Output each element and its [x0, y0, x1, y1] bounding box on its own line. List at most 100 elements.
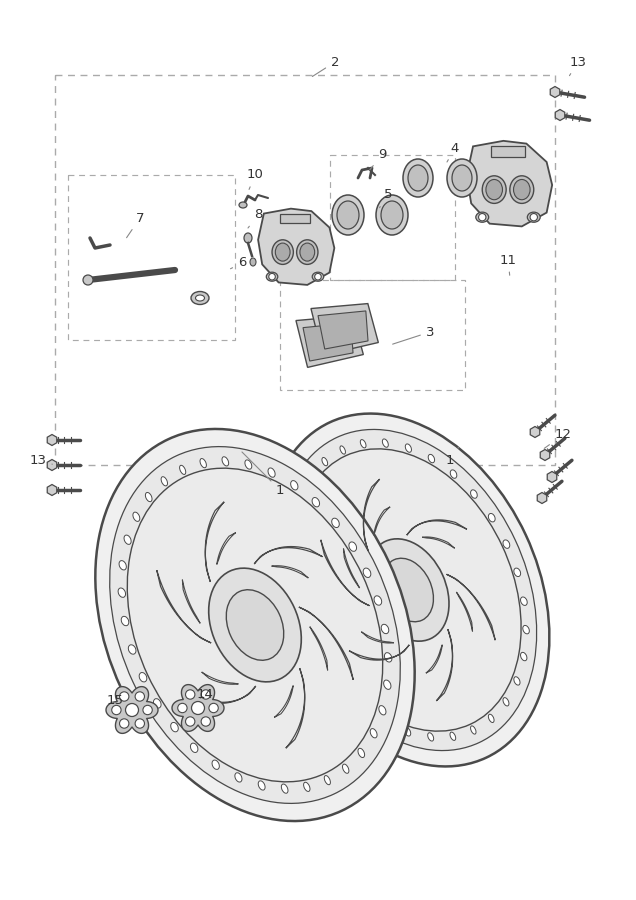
Circle shape [177, 703, 187, 713]
Polygon shape [106, 687, 158, 734]
Ellipse shape [272, 239, 293, 265]
Ellipse shape [127, 468, 383, 782]
Bar [330, 155, 455, 280]
Ellipse shape [340, 446, 345, 454]
Ellipse shape [321, 658, 328, 667]
Circle shape [186, 689, 195, 699]
Circle shape [191, 701, 205, 715]
Ellipse shape [486, 179, 502, 200]
Ellipse shape [226, 590, 284, 661]
Polygon shape [467, 140, 552, 227]
Circle shape [120, 692, 129, 701]
Ellipse shape [306, 632, 313, 640]
Polygon shape [303, 323, 353, 361]
Ellipse shape [128, 644, 136, 654]
Ellipse shape [359, 702, 366, 710]
Polygon shape [156, 570, 211, 643]
Polygon shape [446, 574, 495, 640]
Ellipse shape [303, 782, 310, 791]
Polygon shape [436, 629, 453, 701]
Ellipse shape [381, 625, 389, 634]
Ellipse shape [520, 597, 527, 606]
Circle shape [125, 704, 139, 716]
Polygon shape [172, 685, 224, 732]
Ellipse shape [266, 414, 550, 767]
Ellipse shape [343, 764, 349, 773]
Ellipse shape [488, 514, 495, 522]
Text: 2: 2 [312, 56, 339, 76]
Text: 1: 1 [242, 452, 284, 497]
Ellipse shape [268, 468, 275, 477]
Ellipse shape [376, 195, 408, 235]
Bar [280, 213, 310, 223]
Ellipse shape [124, 536, 131, 544]
Ellipse shape [170, 723, 178, 732]
Circle shape [135, 719, 144, 728]
Ellipse shape [312, 498, 319, 507]
Polygon shape [183, 580, 200, 624]
Circle shape [478, 213, 486, 220]
Ellipse shape [403, 159, 433, 197]
Ellipse shape [235, 773, 242, 782]
Ellipse shape [408, 165, 428, 191]
Ellipse shape [332, 195, 364, 235]
Ellipse shape [222, 456, 229, 466]
Circle shape [530, 213, 537, 220]
Ellipse shape [295, 603, 302, 612]
Polygon shape [205, 502, 224, 582]
Ellipse shape [289, 574, 296, 583]
Ellipse shape [324, 776, 331, 785]
Ellipse shape [133, 512, 140, 521]
Circle shape [83, 275, 93, 285]
Ellipse shape [179, 465, 186, 474]
Ellipse shape [295, 449, 521, 731]
Text: 9: 9 [370, 148, 386, 170]
Ellipse shape [503, 698, 509, 706]
Ellipse shape [239, 202, 247, 208]
Ellipse shape [358, 748, 364, 758]
Ellipse shape [266, 272, 278, 281]
Polygon shape [321, 540, 370, 606]
Ellipse shape [382, 439, 389, 447]
Polygon shape [272, 566, 308, 578]
Ellipse shape [482, 176, 506, 203]
Polygon shape [258, 209, 335, 285]
Polygon shape [361, 632, 394, 643]
Polygon shape [349, 644, 409, 660]
Ellipse shape [382, 717, 388, 725]
Ellipse shape [209, 568, 301, 682]
Text: 12: 12 [544, 428, 572, 448]
Ellipse shape [514, 568, 521, 577]
Polygon shape [426, 644, 442, 673]
Bar [55, 75, 555, 465]
Ellipse shape [476, 212, 488, 222]
Ellipse shape [450, 470, 457, 478]
Ellipse shape [153, 698, 161, 708]
Ellipse shape [384, 680, 391, 689]
Ellipse shape [363, 568, 371, 578]
Ellipse shape [527, 212, 540, 222]
Ellipse shape [374, 596, 382, 605]
Ellipse shape [427, 733, 434, 741]
Polygon shape [202, 672, 238, 684]
Ellipse shape [367, 539, 449, 641]
Polygon shape [555, 110, 565, 121]
Ellipse shape [95, 429, 415, 821]
Ellipse shape [361, 439, 366, 448]
Circle shape [120, 719, 129, 728]
Ellipse shape [146, 492, 152, 501]
Text: 1: 1 [446, 447, 459, 466]
Ellipse shape [300, 243, 315, 261]
Text: 11: 11 [499, 254, 516, 275]
Ellipse shape [471, 490, 477, 499]
Ellipse shape [139, 672, 147, 682]
Text: 8: 8 [248, 209, 262, 228]
Circle shape [201, 716, 211, 726]
Polygon shape [47, 460, 57, 471]
Polygon shape [343, 549, 359, 588]
Ellipse shape [291, 481, 298, 490]
Polygon shape [407, 520, 467, 536]
Ellipse shape [119, 561, 127, 570]
Ellipse shape [281, 784, 288, 793]
Polygon shape [47, 484, 57, 496]
